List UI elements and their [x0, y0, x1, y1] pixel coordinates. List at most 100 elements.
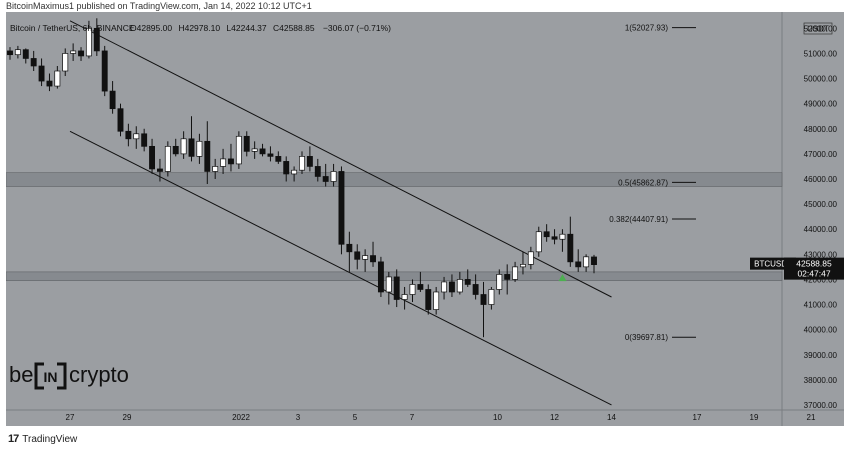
candle-body — [259, 148, 266, 155]
price-tick-label: 39000.00 — [804, 351, 838, 360]
price-tick-label: 44000.00 — [804, 225, 838, 234]
currency-label: USDT — [807, 25, 829, 34]
candle — [204, 121, 211, 185]
candle-body — [22, 49, 29, 59]
candle-body — [362, 255, 369, 260]
candle-body — [512, 266, 519, 280]
channel-line — [69, 20, 612, 298]
chart-svg[interactable]: 1(52027.93) 0.5(45862.87) 0.382(44407.91) 0… — [5, 12, 844, 426]
candle — [496, 269, 503, 295]
time-tick-label: 21 — [807, 413, 816, 422]
price-chart[interactable]: 1(52027.93) 0.5(45862.87) 0.382(44407.91) 0… — [5, 12, 844, 426]
candle — [464, 269, 471, 287]
legend-high: 42978.10 — [185, 23, 221, 33]
candle-body — [275, 156, 282, 162]
candle-body — [70, 50, 77, 54]
price-tick-label: 38000.00 — [804, 376, 838, 385]
candle-body — [583, 256, 590, 268]
time-tick-label: 27 — [66, 413, 75, 422]
candle-body — [448, 281, 455, 293]
last-price: 42588.85 — [796, 259, 832, 269]
candle-body — [575, 261, 582, 268]
candle — [306, 146, 313, 172]
time-axis-ticks: 27 29 2022 3 5 7 10 12 14 17 19 21 — [66, 413, 816, 422]
candle-body — [109, 90, 116, 110]
price-tick-label: 46000.00 — [804, 175, 838, 184]
candle — [7, 47, 13, 60]
candle-body — [180, 138, 187, 155]
legend-low-label: L — [226, 23, 231, 33]
time-tick-label: 12 — [550, 413, 559, 422]
candle — [456, 271, 463, 295]
time-tick-label: 29 — [123, 413, 132, 422]
candle — [156, 158, 163, 182]
candle — [583, 254, 590, 272]
candle-body — [456, 279, 463, 293]
watermark-be: be — [9, 362, 33, 387]
candle-body — [291, 169, 298, 175]
candle-body — [228, 158, 234, 165]
candle-body — [504, 274, 511, 280]
candle — [314, 158, 321, 182]
candle-body — [164, 145, 171, 172]
candle — [93, 18, 100, 56]
candle — [433, 286, 440, 315]
fib-label: 1(52027.93) — [625, 24, 668, 33]
tradingview-mark-icon: 17 — [8, 433, 19, 445]
candle — [101, 45, 108, 97]
candle-body — [46, 80, 53, 87]
watermark-bracket-gap-bottom — [44, 386, 57, 391]
candle-body — [306, 156, 313, 167]
price-axis-background — [782, 12, 844, 410]
candle — [338, 166, 345, 255]
price-tick-label: 37000.00 — [804, 401, 838, 410]
candle — [14, 45, 21, 59]
candle — [401, 286, 408, 310]
candle-body — [235, 135, 242, 165]
candle — [291, 166, 298, 182]
candle — [575, 249, 582, 272]
candle-body — [7, 50, 13, 56]
tradingview-brand: TradingView — [22, 433, 78, 445]
candle-body — [330, 171, 337, 182]
legend-close: 42588.85 — [279, 23, 315, 33]
candle-body — [393, 276, 400, 300]
candle — [251, 141, 258, 159]
candle-body — [346, 243, 353, 253]
candle-body — [14, 49, 21, 56]
candle-body — [401, 294, 408, 300]
arrow-up-icon — [558, 274, 567, 282]
candle — [172, 138, 179, 157]
candle — [259, 143, 266, 157]
green-arrow-marker — [558, 274, 567, 282]
candle-body — [567, 233, 574, 263]
candle — [488, 286, 495, 310]
candle — [370, 241, 376, 267]
candle-body — [38, 65, 45, 82]
candle — [30, 50, 37, 72]
candle-body — [283, 161, 290, 175]
candle-body — [322, 176, 329, 182]
price-tick-label: 51000.00 — [804, 49, 838, 58]
watermark-in: IN — [44, 369, 58, 385]
candle — [46, 73, 53, 92]
candle-body — [54, 70, 61, 87]
candle-body — [117, 108, 124, 132]
candle — [38, 58, 45, 87]
tradingview-logo[interactable]: 17 TradingView — [8, 433, 77, 445]
candle — [243, 131, 250, 157]
candle-body — [204, 140, 211, 172]
time-axis-background — [6, 410, 844, 426]
fib-label: 0(39697.81) — [625, 333, 668, 342]
candle — [196, 133, 203, 164]
candle-body — [267, 153, 274, 157]
price-tick-label: 42000.00 — [804, 275, 838, 284]
candle-body — [433, 291, 440, 310]
fib-label: 0.382(44407.91) — [609, 215, 668, 224]
candle — [535, 226, 542, 257]
candle-body — [78, 50, 84, 57]
currency-badge: USDT — [803, 22, 833, 35]
candle — [188, 116, 195, 162]
candle-body — [354, 251, 361, 260]
candle-body — [149, 145, 156, 170]
